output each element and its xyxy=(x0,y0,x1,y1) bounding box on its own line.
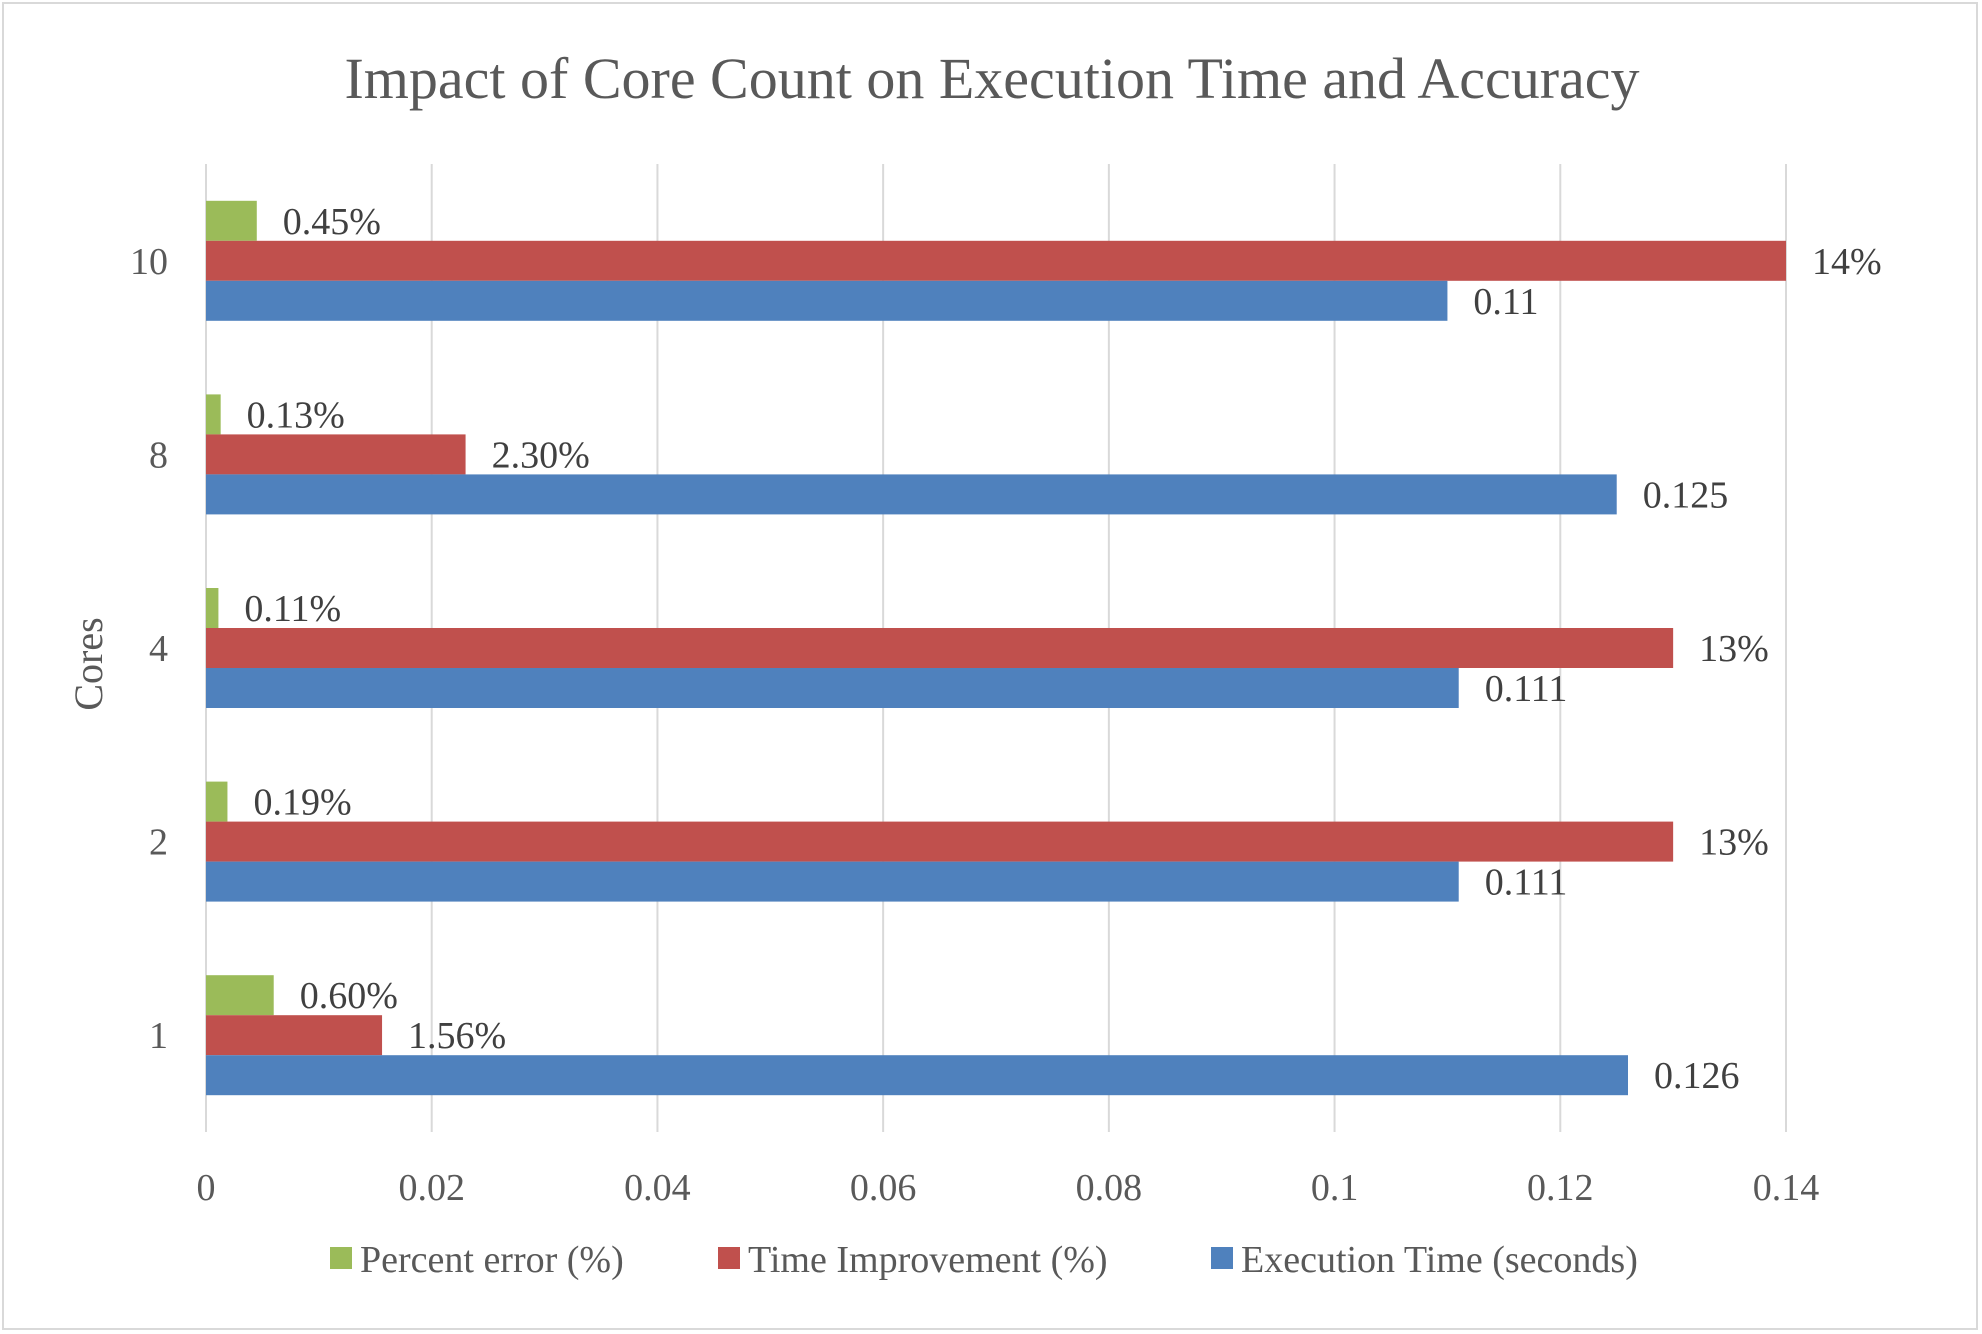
y-tick-label: 4 xyxy=(149,628,168,670)
data-label: 1.56% xyxy=(408,1015,506,1057)
x-axis-ticks: 0 0.02 0.04 0.06 0.08 0.1 0.12 0.14 xyxy=(197,1167,1820,1209)
legend-swatch xyxy=(330,1247,352,1269)
bar xyxy=(206,1055,1628,1096)
data-label: 0.19% xyxy=(253,782,351,824)
legend-label: Percent error (%) xyxy=(360,1239,624,1281)
bar xyxy=(206,628,1674,668)
y-tick-label: 8 xyxy=(149,434,168,476)
bar xyxy=(206,975,274,1016)
y-tick-label: 2 xyxy=(149,822,168,864)
data-label: 14% xyxy=(1812,241,1882,283)
y-axis-title: Cores xyxy=(66,617,111,710)
bar xyxy=(206,821,1674,862)
bar xyxy=(206,474,1617,515)
y-axis-ticks: 1 2 4 8 10 xyxy=(130,241,168,1057)
x-tick-label: 0 xyxy=(197,1167,216,1209)
data-label: 0.125 xyxy=(1643,474,1729,516)
data-label: 0.60% xyxy=(300,975,398,1017)
data-label: 0.11 xyxy=(1473,281,1538,323)
y-tick-label: 1 xyxy=(149,1015,168,1057)
bar xyxy=(206,394,221,435)
bars xyxy=(206,200,1786,1096)
bar xyxy=(206,240,1786,281)
data-label: 0.13% xyxy=(247,394,345,436)
x-tick-label: 0.1 xyxy=(1311,1167,1359,1209)
x-tick-label: 0.06 xyxy=(850,1167,917,1209)
x-tick-label: 0.02 xyxy=(398,1167,465,1209)
data-label: 13% xyxy=(1699,822,1769,864)
legend: Percent error (%) Time Improvement (%) Exe… xyxy=(330,1239,1638,1281)
legend-swatch xyxy=(718,1247,740,1269)
legend-label: Execution Time (seconds) xyxy=(1241,1239,1638,1281)
chart-title: Impact of Core Count on Execution Time a… xyxy=(344,46,1639,111)
data-labels: 0.60%1.56% 0.126 0.19% 13% 0.111 0.11% 13% 0.11… xyxy=(244,201,1881,1097)
data-label: 13% xyxy=(1699,628,1769,670)
data-label: 0.111 xyxy=(1485,668,1568,710)
y-tick-label: 10 xyxy=(130,241,168,283)
bar xyxy=(206,861,1459,902)
x-tick-label: 0.12 xyxy=(1527,1167,1594,1209)
bar-chart: Impact of Core Count on Execution Time a… xyxy=(66,46,1882,1281)
data-label: 0.126 xyxy=(1654,1055,1740,1097)
legend-swatch xyxy=(1211,1247,1233,1269)
bar xyxy=(206,1015,383,1056)
legend-label: Time Improvement (%) xyxy=(748,1239,1108,1281)
bar xyxy=(206,588,219,628)
bar xyxy=(206,280,1448,321)
data-label: 0.45% xyxy=(283,201,381,243)
data-label: 0.11% xyxy=(244,588,341,630)
data-label: 2.30% xyxy=(492,434,590,476)
bar xyxy=(206,668,1459,708)
bar xyxy=(206,781,228,822)
bar xyxy=(206,434,466,475)
data-label: 0.111 xyxy=(1485,862,1568,904)
x-tick-label: 0.04 xyxy=(624,1167,691,1209)
x-tick-label: 0.14 xyxy=(1753,1167,1820,1209)
x-tick-label: 0.08 xyxy=(1076,1167,1143,1209)
bar xyxy=(206,200,257,241)
